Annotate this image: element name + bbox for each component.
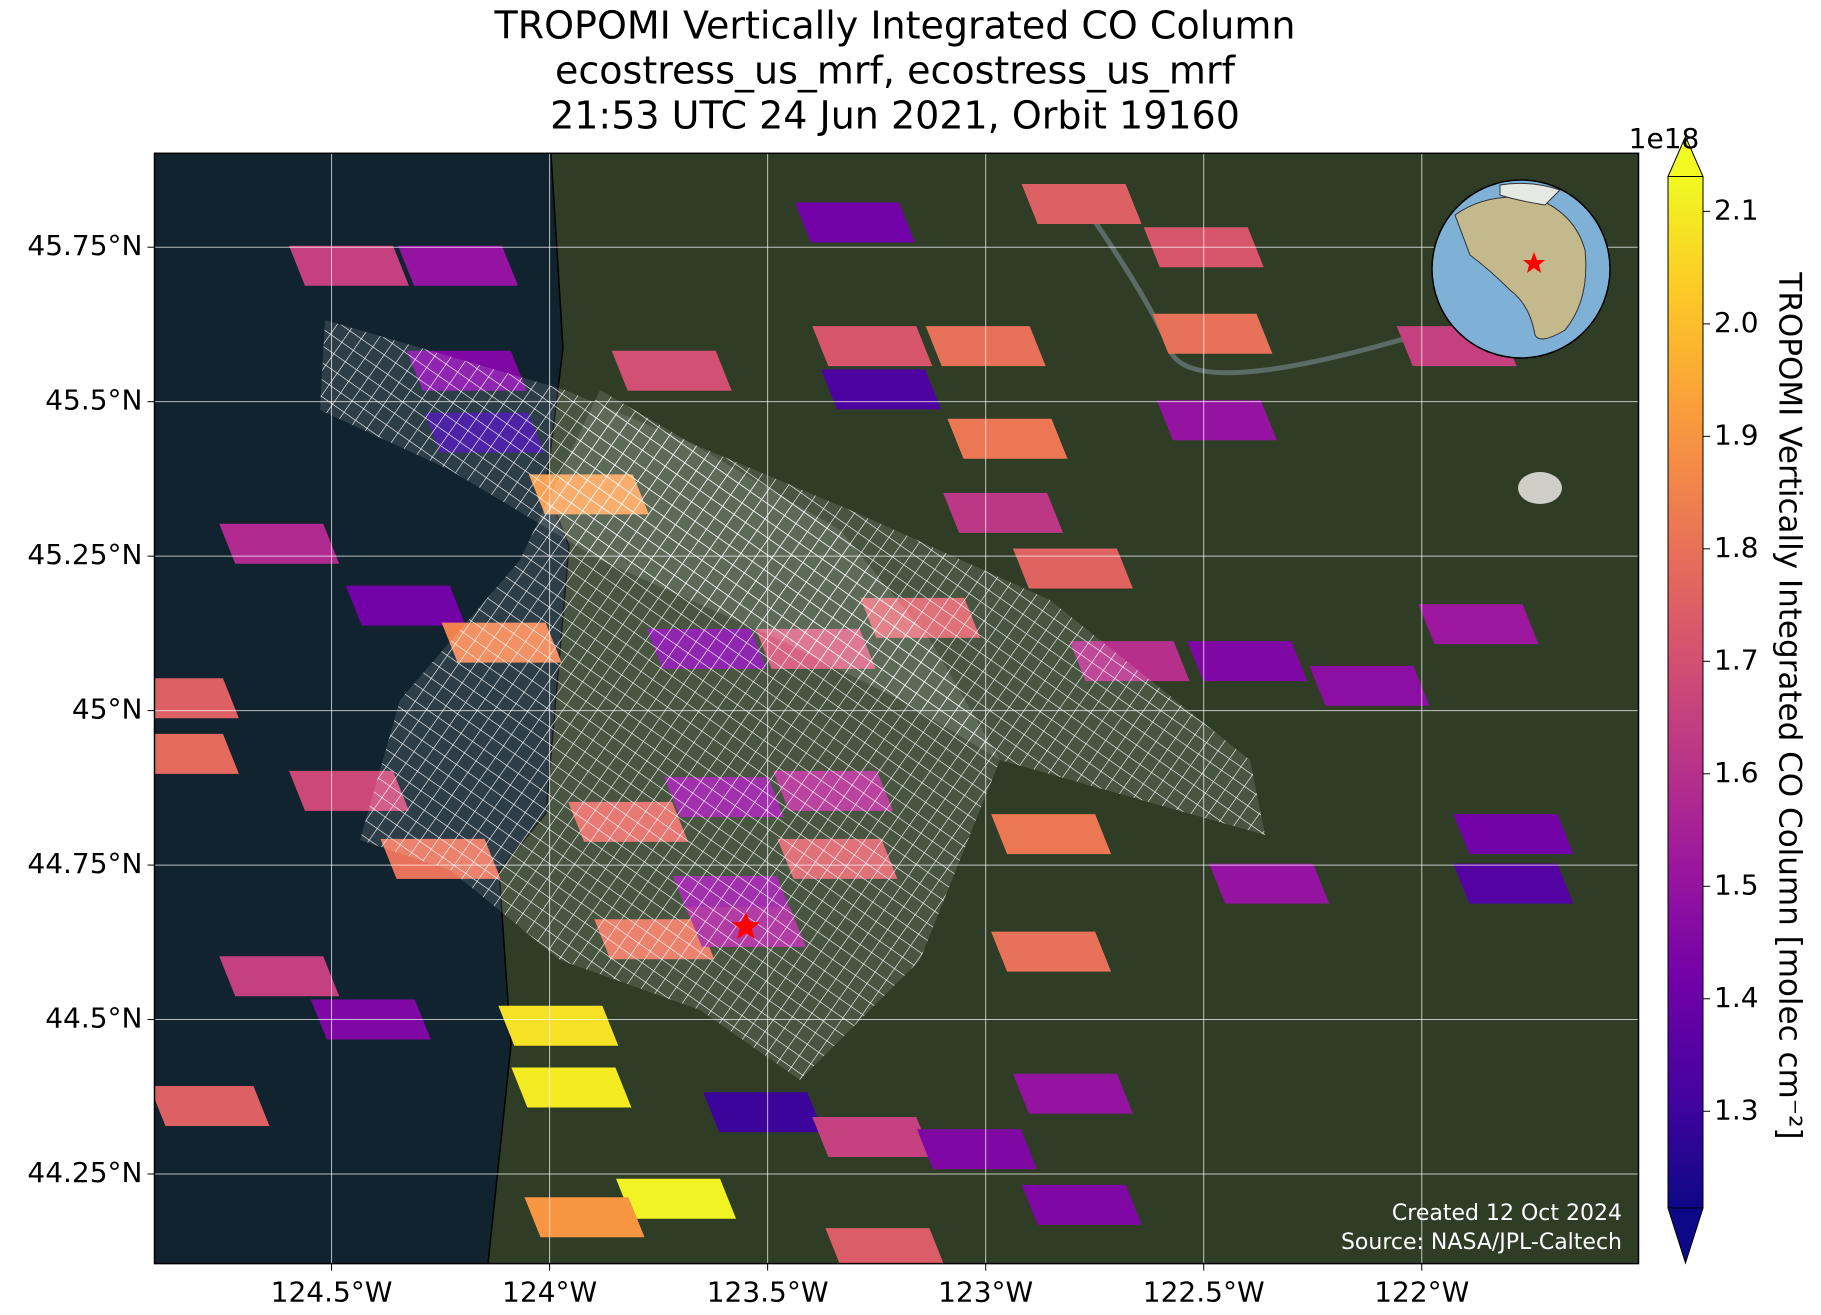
- co-cell: [219, 956, 340, 997]
- co-cell: [812, 1116, 933, 1157]
- x-tick-label: 123.5°W: [707, 1276, 829, 1309]
- colorbar-tick-label: 1.7: [1714, 643, 1759, 676]
- subtitle: ecostress_us_mrf, ecostress_us_mrf: [555, 49, 1237, 93]
- co-cell: [524, 1197, 645, 1238]
- co-cell: [1021, 183, 1142, 224]
- colorbar-tick-label: 2.1: [1714, 193, 1759, 226]
- swath-footprint: [360, 390, 1000, 1080]
- co-cell: [916, 1129, 1037, 1170]
- co-cell: [1209, 863, 1330, 904]
- colorbar-scale: [1667, 176, 1704, 1209]
- co-cell: [1012, 1073, 1133, 1114]
- co-cell: [154, 733, 239, 774]
- x-tick-label: 122°W: [1374, 1276, 1469, 1309]
- co-cell: [1418, 604, 1539, 645]
- co-cell: [1309, 665, 1430, 706]
- y-tick-label: 45.25°N: [27, 538, 142, 571]
- co-cell: [943, 492, 1064, 533]
- co-cell: [991, 931, 1112, 972]
- colorbar-extend: [1667, 1207, 1704, 1265]
- title: TROPOMI Vertically Integrated CO Column: [494, 4, 1296, 48]
- colorbar-label: TROPOMI Vertically Integrated CO Column …: [1772, 271, 1808, 1139]
- x-tick-label: 124°W: [502, 1276, 597, 1309]
- y-tick-label: 45.5°N: [45, 384, 142, 417]
- inset-globe: [1431, 179, 1611, 359]
- colorbar-tick-label: 1.3: [1714, 1093, 1759, 1126]
- co-cell: [812, 326, 933, 367]
- mountain: [1518, 472, 1562, 504]
- co-cell: [154, 1086, 270, 1127]
- colorbar-tick-label: 2.0: [1714, 306, 1759, 339]
- co-cell: [1021, 1184, 1142, 1225]
- co-cell: [345, 585, 466, 626]
- river: [1077, 198, 1521, 376]
- y-tick-label: 44.5°N: [45, 1002, 142, 1035]
- co-cell: [1453, 814, 1574, 855]
- co-cell: [947, 418, 1068, 459]
- continent: [1499, 182, 1561, 206]
- co-cell: [611, 350, 732, 391]
- y-tick-label: 44.75°N: [27, 847, 142, 880]
- co-cell: [288, 245, 409, 286]
- grid: [154, 153, 1639, 1264]
- y-tick-label: 45.75°N: [27, 229, 142, 262]
- co-cell: [1453, 863, 1574, 904]
- globe-star: [1523, 252, 1545, 273]
- co-cell: [1012, 548, 1133, 589]
- x-tick-label: 122.5°W: [1143, 1276, 1265, 1309]
- co-cell: [398, 245, 519, 286]
- co-cell: [703, 1092, 824, 1133]
- y-tick-label: 44.25°N: [27, 1156, 142, 1189]
- co-cell: [991, 814, 1112, 855]
- map-area: [154, 153, 1639, 1264]
- co-cell: [154, 678, 239, 719]
- colorbar-tick-label: 1.9: [1714, 418, 1759, 451]
- co-cell: [1152, 313, 1273, 354]
- x-tick-label: 124.5°W: [271, 1276, 393, 1309]
- colorbar: 1.3 1.4 1.5 1.6 1.7 1.8 1.9 2.0 2.1: [1667, 135, 1759, 1265]
- colorbar-tick-label: 1.5: [1714, 868, 1759, 901]
- co-cell: [616, 1178, 737, 1219]
- subtitle: 21:53 UTC 24 Jun 2021, Orbit 19160: [550, 94, 1240, 138]
- co-cell: [1187, 641, 1308, 682]
- co-cell: [219, 523, 340, 564]
- co-cell: [825, 1228, 944, 1264]
- colorbar-tick-label: 1.8: [1714, 531, 1759, 564]
- co-cell: [821, 369, 942, 410]
- co-cell: [498, 1005, 619, 1046]
- plot-frame: [153, 152, 1640, 1265]
- annotation: Created 12 Oct 2024: [1392, 1201, 1622, 1226]
- colorbar-tick-label: 1.4: [1714, 981, 1759, 1014]
- co-cell: [1156, 400, 1277, 441]
- co-cell: [794, 202, 915, 243]
- site-marker: [731, 911, 761, 939]
- y-tick-label: 45°N: [72, 693, 143, 726]
- co-cell: [511, 1067, 632, 1108]
- annotation: Source: NASA/JPL-Caltech: [1341, 1230, 1622, 1255]
- x-tick-label: 123°W: [938, 1276, 1033, 1309]
- colorbar-offset: 1e18: [1629, 122, 1700, 155]
- colorbar-tick-label: 1.6: [1714, 756, 1759, 789]
